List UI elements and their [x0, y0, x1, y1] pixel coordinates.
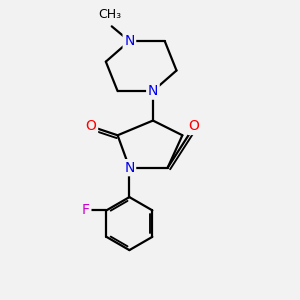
Text: N: N	[148, 84, 158, 98]
Text: O: O	[86, 119, 97, 134]
Text: N: N	[124, 161, 135, 175]
Text: F: F	[82, 203, 90, 218]
Text: CH₃: CH₃	[99, 8, 122, 21]
Text: O: O	[189, 119, 200, 134]
Text: N: N	[124, 34, 135, 48]
